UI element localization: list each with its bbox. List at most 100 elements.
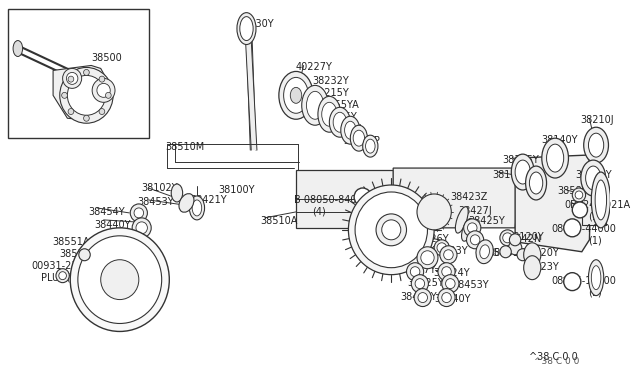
- Circle shape: [99, 76, 105, 82]
- Text: 38100Y: 38100Y: [218, 185, 254, 195]
- Text: 38551: 38551: [60, 249, 91, 259]
- Circle shape: [60, 67, 113, 123]
- Ellipse shape: [442, 267, 451, 277]
- Circle shape: [348, 185, 434, 275]
- Ellipse shape: [136, 222, 147, 234]
- Text: 38232Y: 38232Y: [312, 76, 349, 86]
- Ellipse shape: [581, 160, 605, 196]
- Circle shape: [376, 214, 406, 246]
- Text: 38220Y: 38220Y: [523, 248, 559, 258]
- Text: (1): (1): [588, 212, 602, 222]
- Ellipse shape: [586, 166, 601, 190]
- Text: 08915-14000: 08915-14000: [551, 276, 616, 286]
- Circle shape: [79, 249, 90, 261]
- Ellipse shape: [434, 240, 449, 256]
- Circle shape: [355, 192, 428, 268]
- Ellipse shape: [595, 180, 607, 220]
- Text: 38551F: 38551F: [488, 248, 525, 258]
- Ellipse shape: [445, 279, 455, 289]
- Text: 38542N: 38542N: [504, 234, 542, 244]
- Ellipse shape: [189, 196, 205, 220]
- Text: 38125Y: 38125Y: [503, 155, 540, 165]
- Ellipse shape: [406, 263, 424, 280]
- Text: 40227Y: 40227Y: [296, 62, 333, 73]
- Text: 38102Y: 38102Y: [141, 183, 179, 193]
- Ellipse shape: [511, 154, 534, 190]
- Circle shape: [56, 269, 69, 283]
- Ellipse shape: [412, 275, 428, 293]
- Text: 38427J: 38427J: [458, 206, 492, 216]
- Ellipse shape: [442, 293, 451, 302]
- Ellipse shape: [584, 127, 609, 163]
- Ellipse shape: [442, 275, 459, 293]
- Ellipse shape: [301, 86, 328, 125]
- Circle shape: [97, 83, 110, 97]
- Text: 0B024-0021A: 0B024-0021A: [564, 200, 631, 210]
- Circle shape: [59, 272, 67, 280]
- Circle shape: [106, 92, 111, 98]
- Text: 38453Y: 38453Y: [452, 280, 489, 290]
- Text: ^38 C 0 0: ^38 C 0 0: [534, 357, 580, 366]
- Ellipse shape: [438, 289, 455, 307]
- Text: 38235Y: 38235Y: [321, 112, 358, 122]
- Ellipse shape: [470, 235, 480, 245]
- Text: 38425Y: 38425Y: [468, 216, 505, 226]
- Ellipse shape: [588, 260, 604, 296]
- Ellipse shape: [525, 166, 547, 200]
- Circle shape: [500, 230, 515, 246]
- Ellipse shape: [480, 245, 490, 259]
- Text: 38426Y: 38426Y: [401, 292, 437, 302]
- Ellipse shape: [134, 208, 143, 218]
- Text: 38421Y: 38421Y: [190, 195, 227, 205]
- Circle shape: [572, 202, 588, 218]
- Circle shape: [70, 228, 170, 331]
- Circle shape: [99, 109, 105, 115]
- Ellipse shape: [591, 266, 601, 290]
- Circle shape: [417, 194, 451, 230]
- Ellipse shape: [529, 172, 543, 194]
- Ellipse shape: [415, 279, 424, 289]
- Bar: [8, 9, 149, 138]
- Ellipse shape: [237, 13, 256, 45]
- Circle shape: [78, 236, 162, 324]
- Circle shape: [61, 92, 67, 98]
- Ellipse shape: [322, 102, 337, 126]
- Ellipse shape: [291, 87, 301, 103]
- Ellipse shape: [350, 125, 367, 151]
- Circle shape: [68, 76, 74, 82]
- Ellipse shape: [440, 246, 457, 264]
- Ellipse shape: [542, 138, 568, 178]
- Ellipse shape: [467, 223, 477, 233]
- Ellipse shape: [344, 121, 356, 139]
- Circle shape: [68, 109, 74, 115]
- Circle shape: [67, 73, 78, 84]
- Ellipse shape: [421, 251, 434, 265]
- Ellipse shape: [438, 263, 455, 280]
- Text: 38424Y: 38424Y: [389, 250, 426, 260]
- Text: 38120Y: 38120Y: [508, 232, 544, 242]
- Ellipse shape: [179, 194, 194, 212]
- Ellipse shape: [463, 219, 481, 237]
- Polygon shape: [246, 41, 257, 150]
- Ellipse shape: [437, 243, 447, 253]
- Ellipse shape: [240, 17, 253, 41]
- Text: 43215Y: 43215Y: [312, 89, 349, 98]
- Text: 38140Y: 38140Y: [542, 135, 579, 145]
- Ellipse shape: [524, 243, 541, 267]
- Ellipse shape: [192, 200, 202, 216]
- Text: 38520: 38520: [100, 295, 132, 305]
- Ellipse shape: [417, 247, 438, 269]
- Text: 38551A: 38551A: [52, 237, 90, 247]
- Text: W: W: [568, 279, 576, 285]
- Circle shape: [84, 70, 90, 76]
- Circle shape: [500, 246, 511, 258]
- Circle shape: [503, 233, 512, 243]
- Ellipse shape: [307, 92, 324, 119]
- Text: B 08050-8401A: B 08050-8401A: [294, 195, 369, 205]
- Ellipse shape: [461, 218, 474, 241]
- Polygon shape: [393, 168, 520, 228]
- Ellipse shape: [444, 250, 453, 260]
- Ellipse shape: [476, 240, 493, 264]
- Circle shape: [381, 220, 401, 240]
- Ellipse shape: [418, 293, 428, 302]
